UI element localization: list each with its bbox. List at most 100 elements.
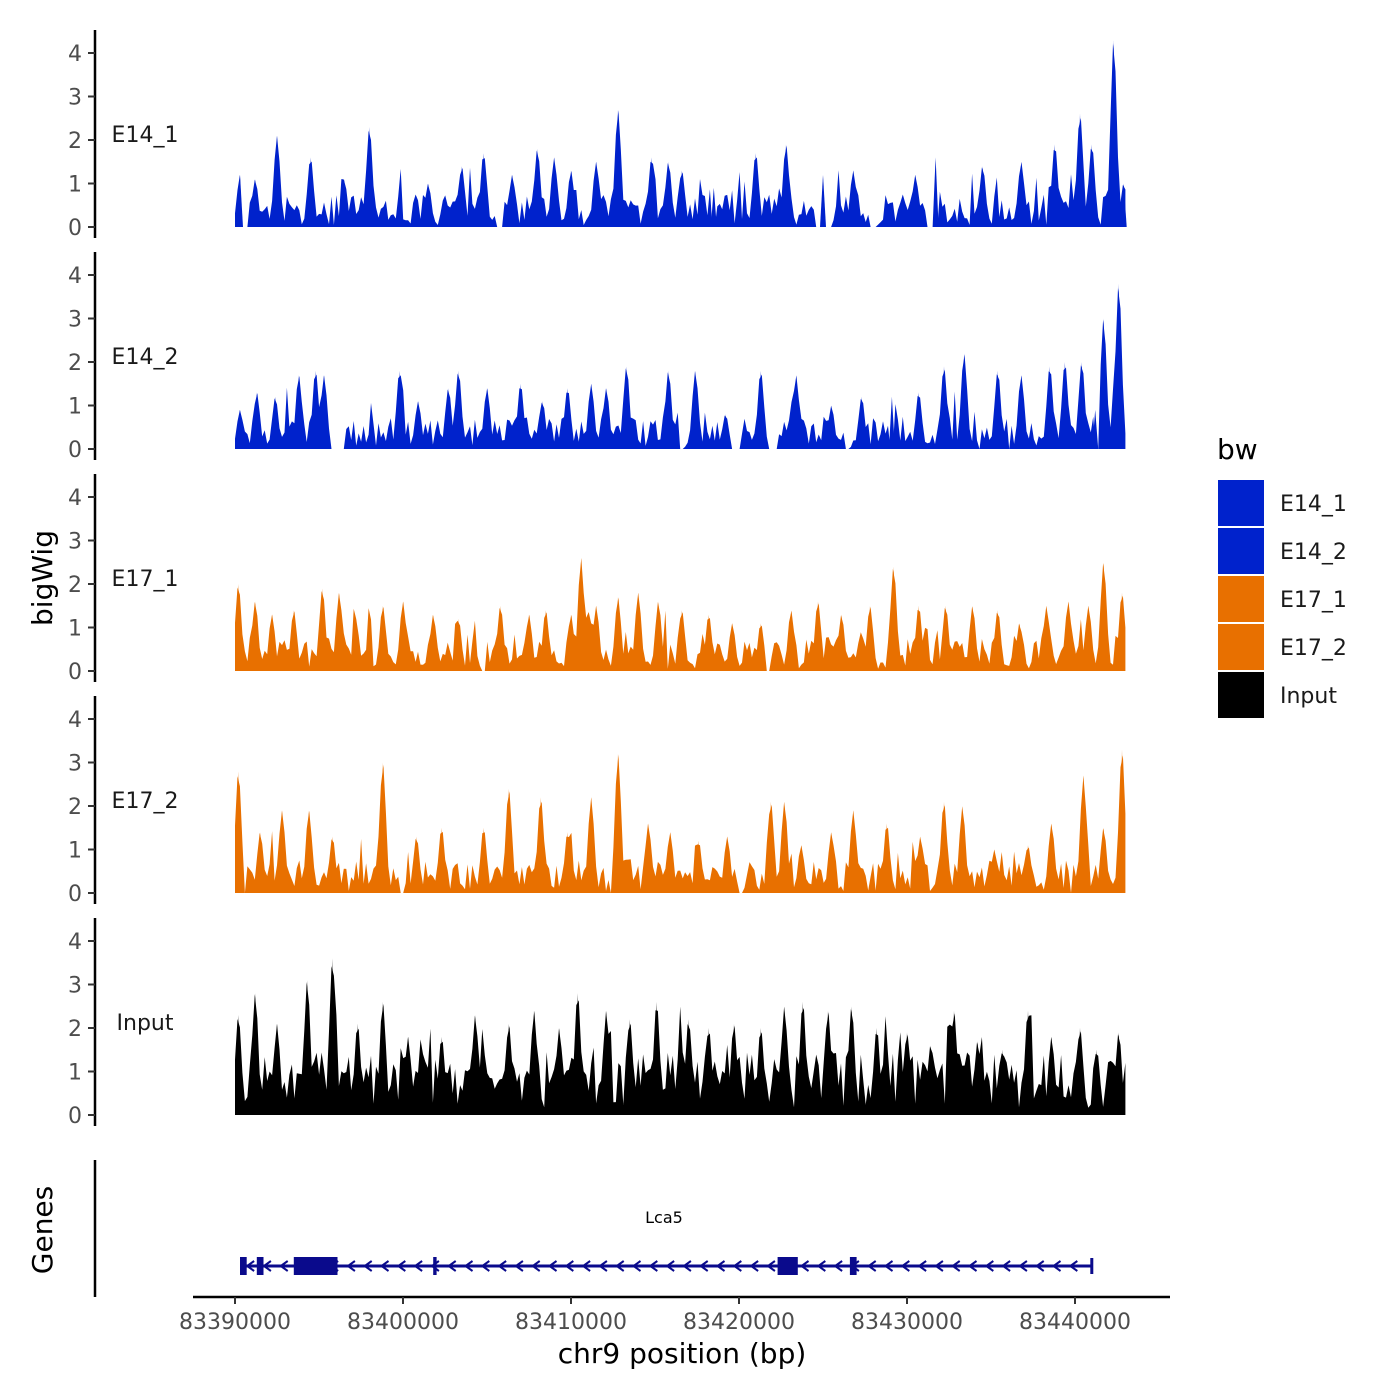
track-input: 0 1 2 3 4 Input <box>68 918 1126 1129</box>
y-tick-label: 4 <box>68 486 82 511</box>
peak-mark <box>692 370 699 449</box>
peak-mark <box>509 174 516 227</box>
peak-mark <box>272 396 279 449</box>
peak-mark <box>1119 592 1125 671</box>
peak-mark <box>685 1019 692 1115</box>
peak-mark <box>941 801 947 893</box>
peak-mark <box>603 1010 610 1115</box>
peak-mark <box>991 849 998 893</box>
legend-swatch <box>1218 624 1264 670</box>
strand-arrow <box>413 1260 423 1272</box>
peak-mark <box>850 170 857 227</box>
peak-mark <box>425 183 432 227</box>
peak-mark <box>705 614 712 671</box>
peak-mark <box>1100 562 1107 671</box>
peak-mark <box>497 605 504 671</box>
peak-mark <box>653 1001 660 1115</box>
peak-mark <box>354 1023 361 1115</box>
peak-mark <box>665 161 672 227</box>
peak-mark <box>458 166 465 227</box>
strand-arrow <box>362 1260 373 1272</box>
peak-mark <box>873 1028 880 1115</box>
legend-label: E17_2 <box>1280 636 1347 661</box>
strand-arrow <box>984 1260 994 1272</box>
peak-mark <box>1115 1032 1122 1115</box>
peak-mark <box>788 610 795 671</box>
peak-mark <box>757 623 764 671</box>
peak-mark <box>783 144 789 227</box>
peak-mark <box>257 832 264 893</box>
peak-mark <box>1048 823 1055 893</box>
track-label: E17_1 <box>112 567 179 592</box>
peak-mark <box>825 1010 831 1115</box>
peak-mark <box>793 375 800 449</box>
track-e14-2: 0 1 2 3 4 E14_2 <box>68 252 1126 463</box>
peak-mark <box>979 166 986 227</box>
strand-arrow <box>648 1260 658 1272</box>
y-tick-label: 1 <box>68 173 82 198</box>
strand-arrow <box>463 1260 474 1272</box>
peak-mark <box>994 370 1001 449</box>
peak-mark <box>304 980 311 1115</box>
peak-mark <box>1077 1028 1083 1115</box>
peak-mark <box>705 1028 712 1115</box>
peak-mark <box>678 170 685 227</box>
gene-exon <box>433 1257 437 1275</box>
peak-mark <box>305 810 312 893</box>
peak-mark <box>445 388 452 449</box>
strand-arrow <box>346 1260 356 1272</box>
peak-mark <box>455 370 462 449</box>
peak-mark <box>319 588 326 671</box>
strand-arrow <box>1018 1260 1028 1272</box>
peak-mark <box>623 366 630 449</box>
peak-mark <box>1018 375 1025 449</box>
strand-arrow <box>816 1260 826 1272</box>
gene-exon <box>240 1257 247 1275</box>
peak-mark <box>1088 144 1095 227</box>
x-tick-label: 83390000 <box>179 1310 291 1335</box>
x-axis: 83390000 83400000 83410000 83420000 83430000… <box>179 1295 1170 1335</box>
legend-label: E14_1 <box>1280 492 1347 517</box>
y-tick-label: 1 <box>68 395 82 420</box>
peak-mark <box>1051 144 1058 227</box>
track-label: E17_2 <box>112 789 179 814</box>
peak-mark <box>593 605 600 671</box>
peak-mark <box>828 832 835 893</box>
peak-mark <box>867 605 873 671</box>
x-tick-label: 83420000 <box>683 1310 795 1335</box>
gene-exon <box>849 1257 857 1275</box>
peak-mark <box>626 1019 633 1115</box>
peak-mark <box>1093 1049 1100 1115</box>
peak-mark <box>838 614 845 671</box>
peak-mark <box>405 1036 411 1115</box>
peak-mark <box>999 1049 1006 1115</box>
peak-mark <box>767 801 774 893</box>
peak-mark <box>1085 605 1092 671</box>
peak-mark <box>722 414 729 449</box>
peak-mark <box>274 135 280 227</box>
strand-arrow <box>614 1260 625 1272</box>
y-tick-label: 3 <box>68 86 82 111</box>
peak-mark <box>542 610 549 671</box>
peak-mark <box>235 584 242 671</box>
peak-mark <box>480 827 487 893</box>
peak-mark <box>379 605 386 671</box>
peak-mark <box>253 392 260 449</box>
peak-mark <box>941 366 947 449</box>
strand-arrow <box>379 1260 390 1272</box>
strand-arrow <box>866 1260 877 1272</box>
track-area <box>235 966 1126 1115</box>
y-tick-label: 4 <box>68 264 82 289</box>
peak-mark <box>321 375 327 449</box>
legend-swatch <box>1218 576 1264 622</box>
peak-mark <box>781 1006 788 1115</box>
peak-mark <box>731 1023 737 1115</box>
legend-label: E17_1 <box>1280 588 1347 613</box>
strand-arrow <box>278 1260 289 1272</box>
strand-arrow <box>766 1260 776 1272</box>
peak-mark <box>917 836 924 893</box>
track-e17-1: 0 1 2 3 4 E17_1 <box>68 474 1126 685</box>
track-label: E14_1 <box>112 123 179 148</box>
legend-swatch <box>1218 672 1264 718</box>
peak-mark <box>1043 605 1050 671</box>
